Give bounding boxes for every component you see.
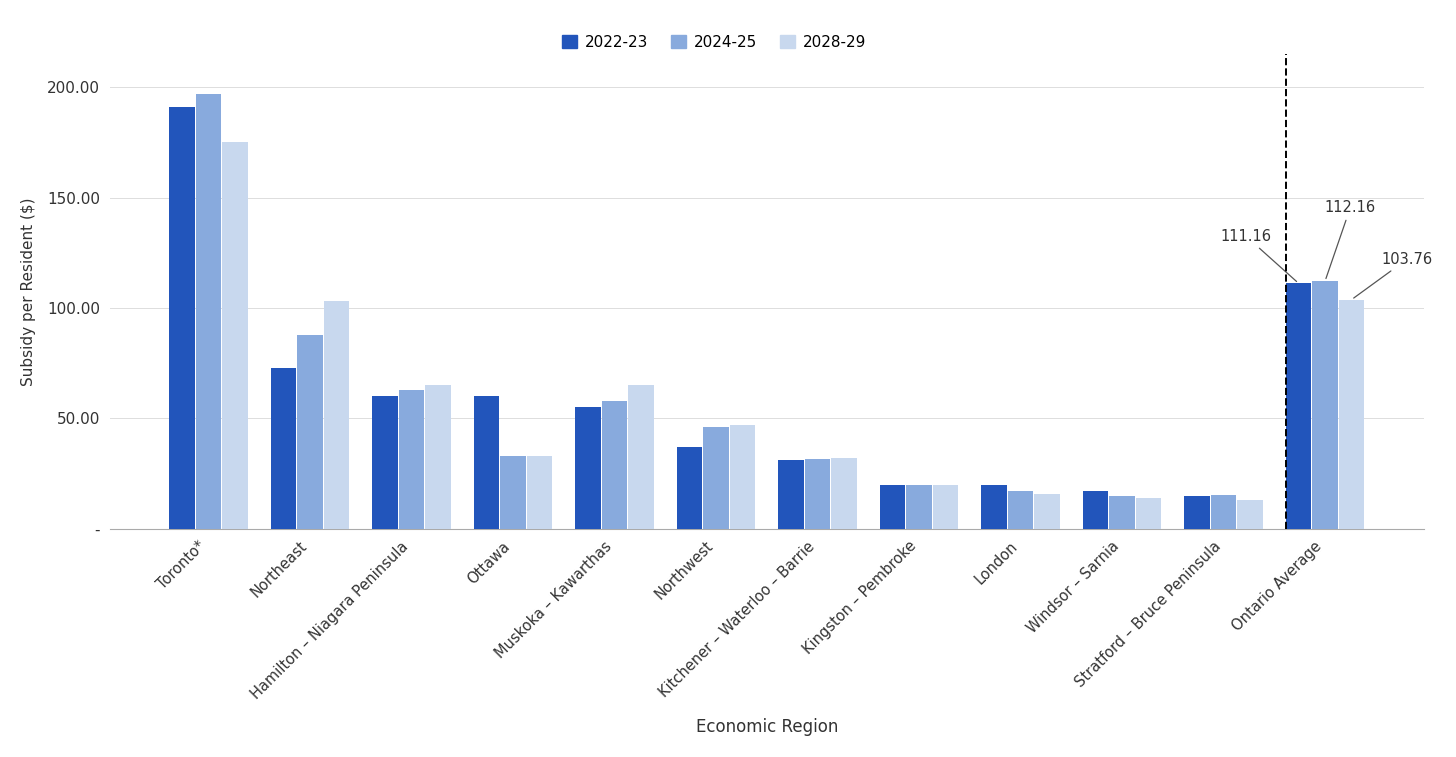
Bar	[1109, 496, 1134, 529]
Bar	[1238, 500, 1262, 529]
Bar	[729, 425, 756, 529]
Bar	[1312, 281, 1338, 529]
Bar	[425, 385, 450, 529]
Bar	[399, 390, 424, 529]
Bar	[223, 142, 248, 529]
Bar	[1211, 494, 1236, 529]
Bar	[805, 459, 830, 529]
Bar	[1034, 494, 1060, 529]
Bar	[473, 397, 499, 529]
Bar	[373, 397, 397, 529]
Bar	[677, 447, 702, 529]
Bar	[879, 484, 906, 529]
Bar	[297, 335, 323, 529]
Bar	[1136, 498, 1160, 529]
Bar	[1338, 300, 1364, 529]
Bar	[501, 456, 526, 529]
Bar	[169, 107, 195, 529]
Bar	[628, 385, 654, 529]
X-axis label: Economic Region: Economic Region	[696, 718, 839, 736]
Bar	[323, 301, 349, 529]
Bar	[906, 484, 932, 529]
Bar	[703, 427, 728, 529]
Bar	[527, 456, 552, 529]
Bar	[933, 484, 958, 529]
Text: 103.76: 103.76	[1354, 251, 1433, 298]
Bar	[271, 368, 296, 529]
Bar	[195, 94, 221, 529]
Bar	[1008, 491, 1034, 529]
Bar	[1286, 283, 1312, 529]
Text: 111.16: 111.16	[1220, 229, 1297, 282]
Bar	[1184, 496, 1210, 529]
Y-axis label: Subsidy per Resident ($): Subsidy per Resident ($)	[20, 197, 36, 385]
Legend: 2022-23, 2024-25, 2028-29: 2022-23, 2024-25, 2028-29	[556, 29, 872, 55]
Text: 112.16: 112.16	[1325, 200, 1376, 279]
Bar	[831, 458, 856, 529]
Bar	[1083, 491, 1108, 529]
Bar	[601, 400, 628, 529]
Bar	[575, 407, 601, 529]
Bar	[779, 460, 804, 529]
Bar	[981, 484, 1006, 529]
